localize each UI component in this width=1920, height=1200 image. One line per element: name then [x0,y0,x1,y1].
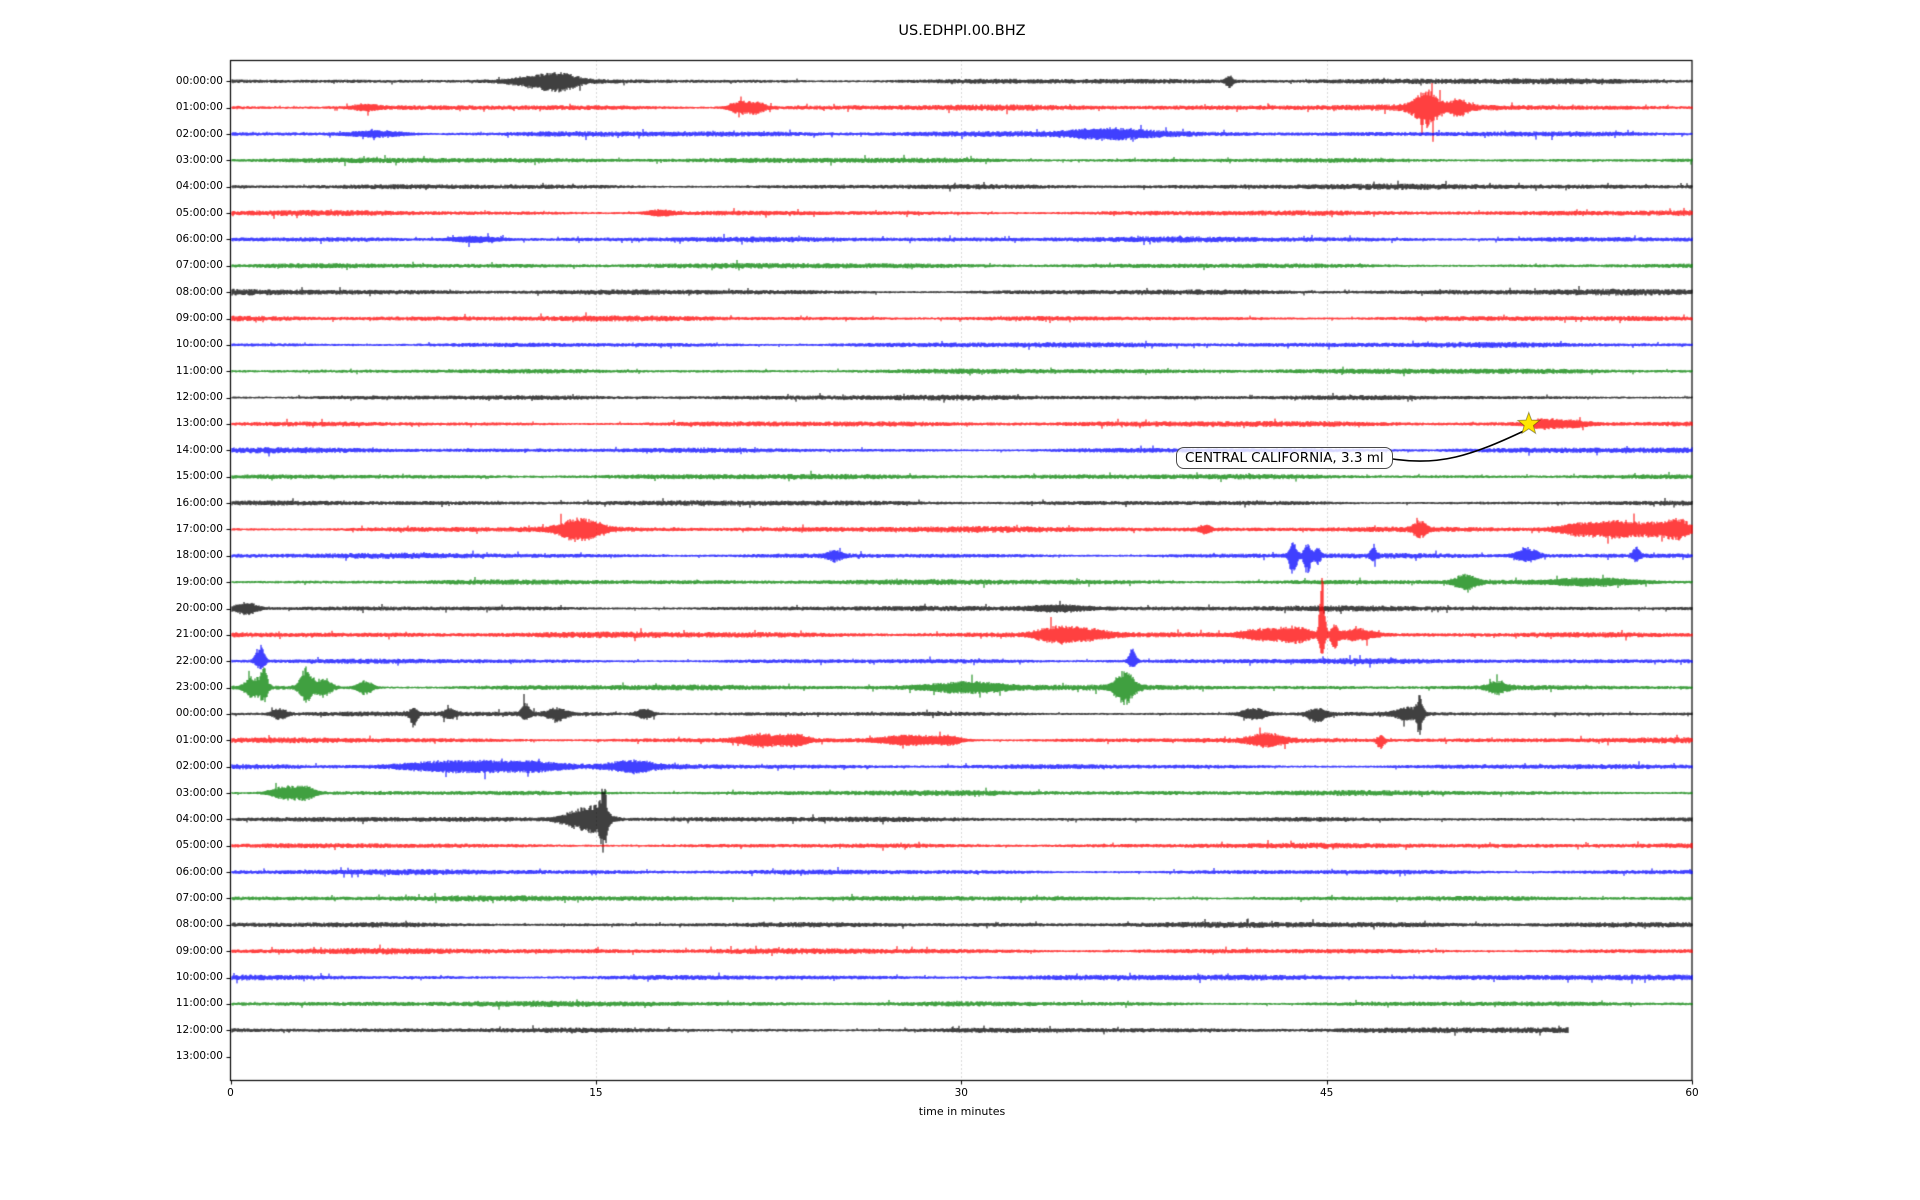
event-annotation-label: CENTRAL CALIFORNIA, 3.3 ml [1176,447,1393,469]
